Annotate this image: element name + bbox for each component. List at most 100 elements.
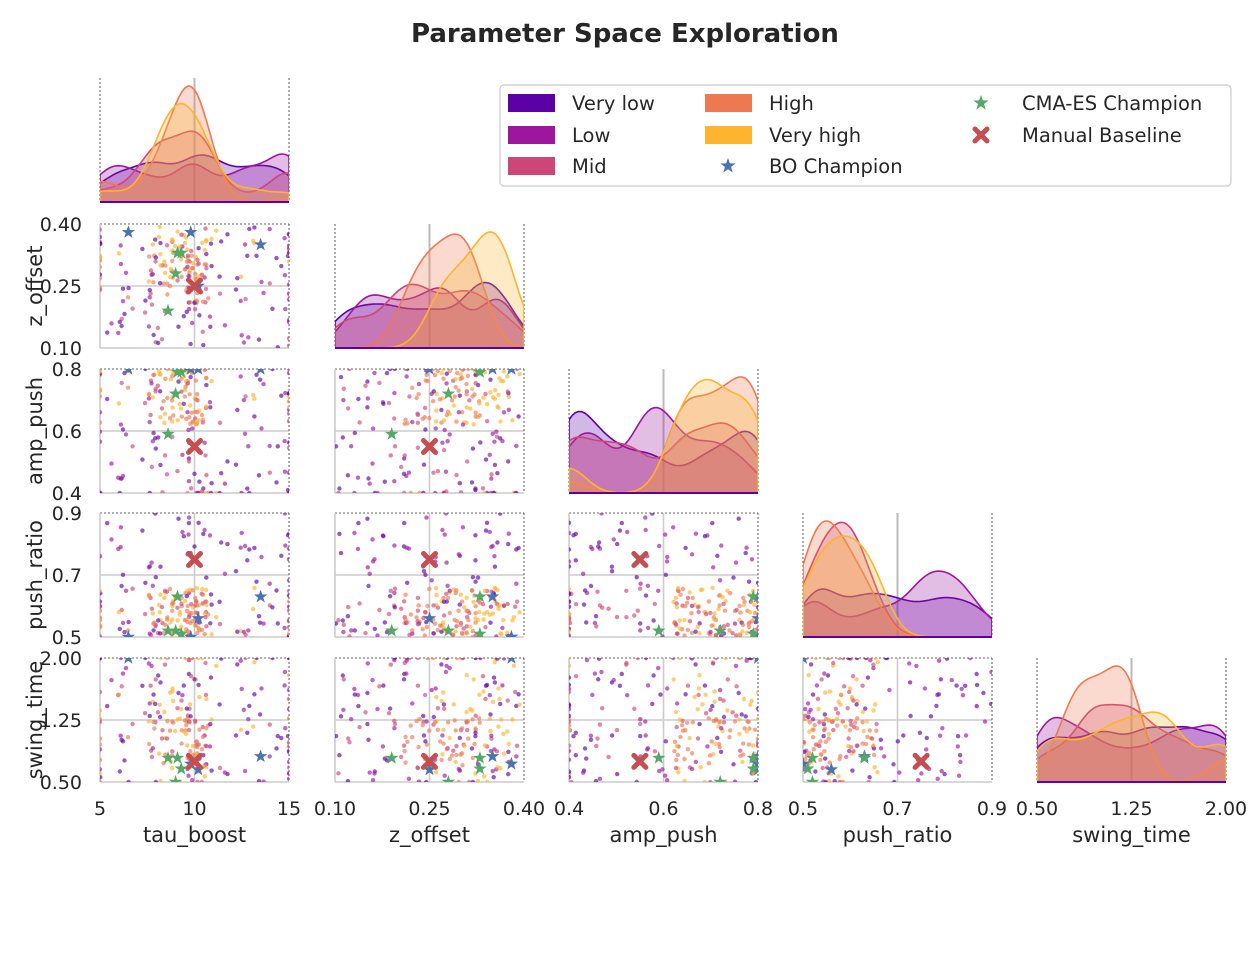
sample-point [120,572,126,577]
sample-point [118,525,124,530]
sample-point [743,714,748,719]
sample-point [625,529,630,535]
sample-point [192,544,197,549]
sample-point [186,273,191,279]
sample-point [817,743,822,749]
bo-champion-star [824,762,838,776]
sample-point [286,696,289,702]
sample-point [435,469,441,474]
scatter-points [335,658,522,782]
sample-point [346,604,351,610]
sample-point [458,592,464,597]
sample-point [147,713,152,719]
sample-point [663,773,668,778]
sample-point [488,728,493,734]
sample-point [157,714,163,720]
sample-point [716,606,721,612]
sample-point [349,628,354,633]
sample-point [151,372,156,378]
sample-point [439,662,444,667]
sample-point [194,623,199,628]
sample-point [120,620,126,626]
sample-point [465,459,470,464]
sample-point [671,525,676,530]
sample-point [815,696,821,702]
sample-point [415,595,421,601]
sample-point [431,470,436,475]
sample-point [470,588,475,593]
sample-point [188,714,193,719]
sample-point [805,701,811,706]
sample-point [150,583,155,588]
sample-point [811,727,816,732]
legend-swatch [705,126,752,144]
sample-point [588,733,594,738]
cma-champion-star [441,623,456,637]
bo-champion-star [191,611,205,625]
sample-point [261,779,266,782]
sample-point [254,658,259,661]
sample-point [370,461,375,466]
sample-point [717,744,722,750]
sample-point [403,760,408,765]
sample-point [184,416,189,421]
sample-point [922,686,928,691]
sample-point [204,266,209,271]
sample-point [595,589,600,594]
sample-point [153,255,158,260]
sample-point [439,407,444,413]
sample-point [286,759,289,765]
sample-point [352,430,357,436]
sample-point [689,611,694,616]
bo-champion-star [485,749,500,762]
sample-point [480,674,486,679]
sample-point [163,376,168,381]
sample-point [682,778,687,782]
sample-point [739,712,744,717]
sample-point [254,253,259,258]
sample-point [454,624,459,629]
sample-point [100,264,103,270]
sample-point [162,709,167,715]
sample-point [755,580,758,585]
sample-point [274,255,279,261]
sample-point [416,603,421,608]
sample-point [752,602,757,608]
sample-point [161,399,166,404]
sample-point [140,683,145,688]
sample-point [201,531,206,537]
bo-champion-star [504,756,519,770]
sample-point [722,608,728,613]
sample-point [492,660,497,665]
sample-point [968,658,973,661]
sample-point [403,734,408,740]
x-tick-label: 0.4 [554,798,584,820]
sample-point [392,543,397,548]
sample-point [100,771,103,776]
sample-point [488,390,493,395]
sample-point [810,735,816,740]
sample-point [340,618,345,623]
sample-point [499,378,504,384]
sample-point [286,445,289,450]
sample-point [335,444,339,449]
sample-point [470,755,475,761]
sample-point [733,663,739,669]
sample-point [242,768,248,774]
sample-point [752,727,758,732]
sample-point [336,490,341,493]
scatter-points [100,658,289,782]
sample-point [711,565,716,570]
sample-point [286,336,289,341]
sample-point [386,711,392,716]
sample-point [863,706,868,711]
sample-point [408,612,413,617]
sample-point [283,390,288,396]
sample-point [569,611,572,616]
sample-point [187,610,192,616]
sample-point [582,588,588,593]
sample-point [286,608,289,613]
manual-baseline-marker [186,438,203,455]
sample-point [341,386,346,391]
sample-point [433,586,439,591]
